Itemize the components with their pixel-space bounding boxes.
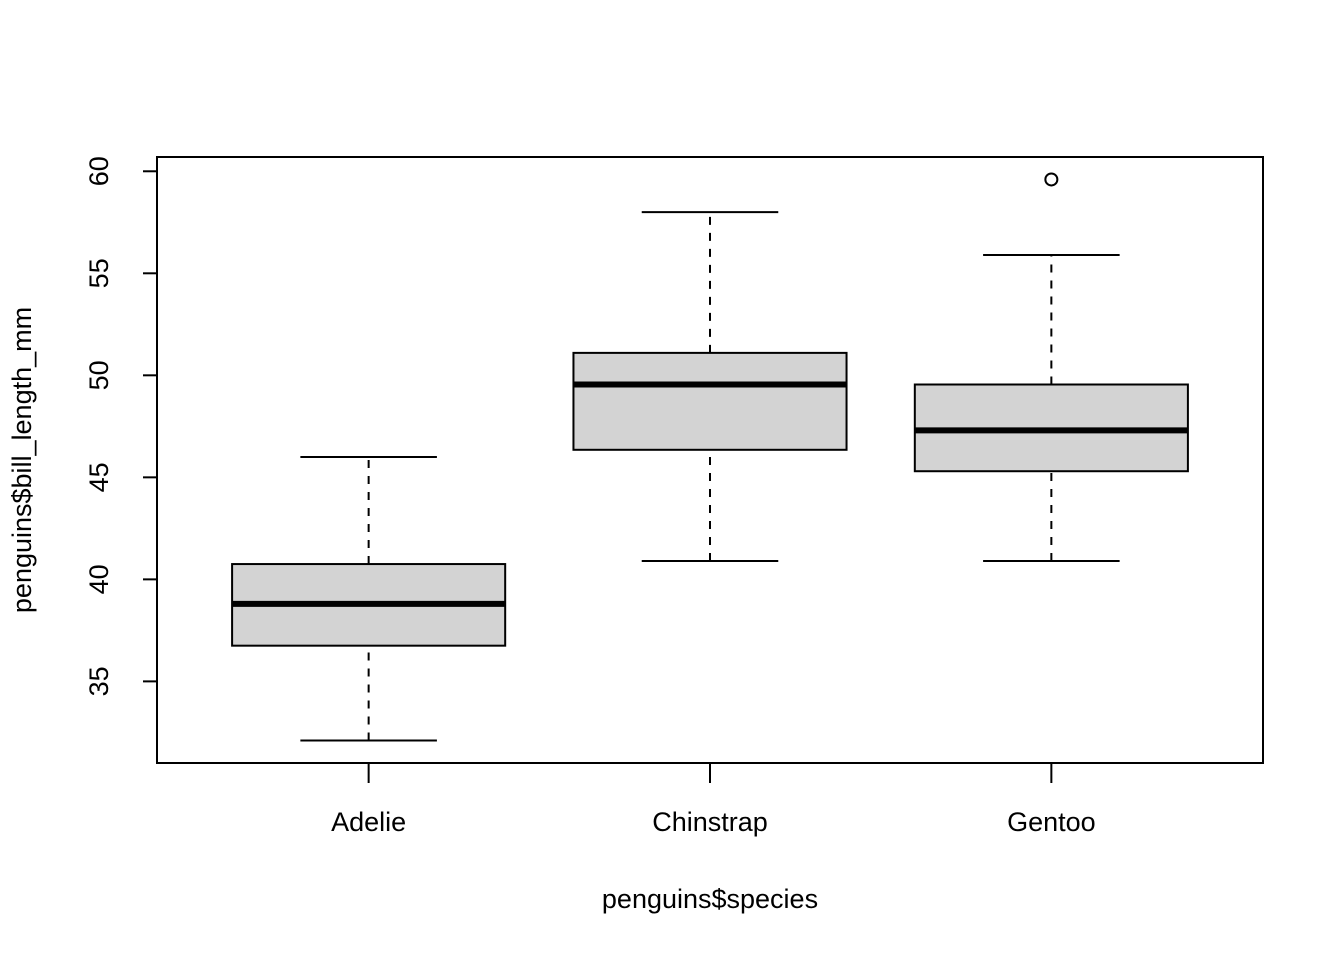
y-tick-label: 45 (84, 462, 114, 492)
y-tick-label: 60 (84, 156, 114, 186)
y-tick-label: 50 (84, 360, 114, 390)
x-tick-label: Chinstrap (652, 807, 768, 837)
y-tick-label: 35 (84, 666, 114, 696)
y-tick-label: 55 (84, 258, 114, 288)
y-axis-label: penguins$bill_length_mm (7, 307, 37, 613)
y-tick-label: 40 (84, 564, 114, 594)
x-tick-label: Adelie (331, 807, 406, 837)
box (572, 351, 848, 451)
x-axis-label: penguins$species (602, 884, 818, 914)
x-tick-label: Gentoo (1007, 807, 1096, 837)
outlier (1044, 172, 1059, 187)
